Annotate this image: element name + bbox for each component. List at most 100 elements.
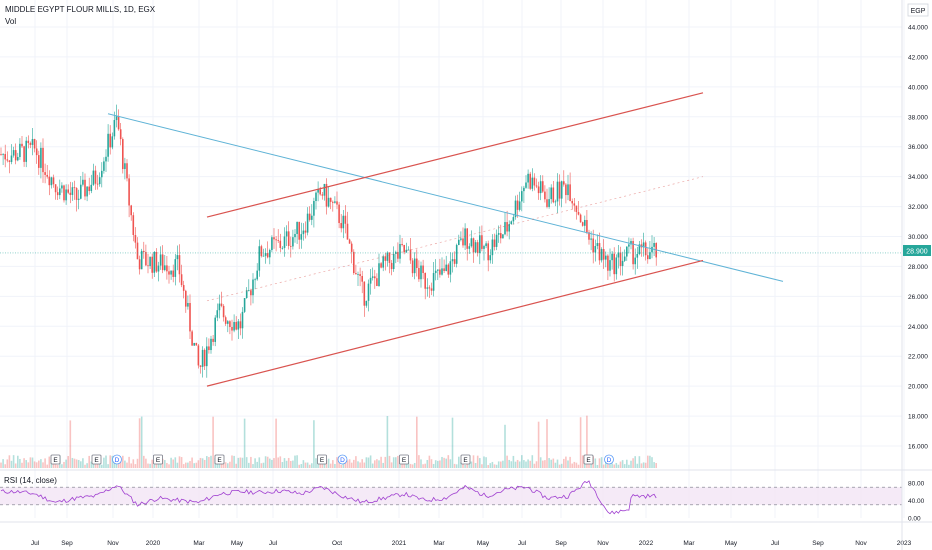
volume-bar xyxy=(140,416,143,468)
time-tick-label: Sep xyxy=(555,540,567,547)
dividend-marker-circle xyxy=(604,454,614,465)
volume-bar xyxy=(63,461,65,468)
candle-body xyxy=(430,288,433,291)
volume-bar xyxy=(476,455,479,468)
candle-body xyxy=(407,249,410,251)
dividend-marker[interactable]: D xyxy=(112,454,122,465)
candle-body xyxy=(109,133,111,148)
candle-body xyxy=(479,235,481,254)
earnings-marker[interactable]: E xyxy=(460,454,471,465)
volume-bar xyxy=(560,463,563,468)
candle-body xyxy=(546,199,548,207)
volume-bar xyxy=(367,457,370,468)
volume-bar xyxy=(203,459,206,468)
candle-body xyxy=(563,181,565,185)
volume-bar xyxy=(516,459,519,468)
volume-bar xyxy=(124,460,126,468)
volume-bar xyxy=(416,416,418,468)
candle-body xyxy=(300,234,303,240)
candle-body xyxy=(233,321,235,331)
volume-bar xyxy=(611,463,613,468)
candle-body xyxy=(472,238,475,253)
candle-body xyxy=(290,245,292,247)
volume-bar xyxy=(409,463,412,468)
candle-body xyxy=(75,188,78,200)
candle-body xyxy=(128,178,130,206)
price-tick-label: 16.000 xyxy=(908,444,928,451)
candle-body xyxy=(516,200,519,210)
candle-body xyxy=(552,187,555,203)
candle-body xyxy=(65,189,67,201)
candle-body xyxy=(607,255,609,271)
candle-body xyxy=(338,204,340,224)
earnings-marker[interactable]: E xyxy=(214,454,225,465)
volume-bar xyxy=(628,464,630,468)
earnings-marker[interactable]: E xyxy=(583,454,594,465)
volume-bar xyxy=(243,418,246,468)
candle-body xyxy=(594,246,597,253)
earnings-marker-box xyxy=(214,454,225,465)
volume-bar xyxy=(109,455,111,468)
volume-bar xyxy=(90,461,93,468)
price-tick-label: 34.000 xyxy=(908,174,928,181)
candle-body xyxy=(250,290,252,296)
candle-body xyxy=(605,255,607,260)
volume-bar xyxy=(101,464,103,468)
earnings-marker[interactable]: E xyxy=(50,454,61,465)
volume-bar xyxy=(579,417,582,468)
volume-bar xyxy=(94,461,97,468)
volume-bar xyxy=(329,463,332,468)
volume-bar xyxy=(626,459,628,468)
volume-bar xyxy=(71,457,74,468)
volume-bar xyxy=(489,463,492,468)
candle-body xyxy=(27,140,30,144)
volume-bar xyxy=(92,463,95,468)
dividend-marker[interactable]: D xyxy=(604,454,614,465)
candle-body xyxy=(455,244,458,264)
dividend-marker[interactable]: D xyxy=(337,454,348,465)
price-tick-label: 22.000 xyxy=(908,354,928,361)
volume-bar xyxy=(19,458,21,468)
candle-body xyxy=(458,239,460,245)
rsi-line xyxy=(0,480,657,515)
candle-body xyxy=(432,273,435,291)
time-tick-label: Nov xyxy=(597,540,609,547)
candle-body xyxy=(367,283,370,301)
candle-body xyxy=(111,136,114,148)
symbol-title[interactable]: MIDDLE EGYPT FLOUR MILLS, 1D, EGX xyxy=(5,5,156,14)
dividend-marker-circle xyxy=(337,454,348,465)
candle-body xyxy=(441,268,443,275)
earnings-marker[interactable]: E xyxy=(153,454,163,465)
rsi-tick-label: 0.00 xyxy=(908,516,921,523)
last-price-tag xyxy=(903,245,931,256)
price-tick-label: 30.000 xyxy=(908,234,928,241)
volume-bar xyxy=(539,457,542,468)
time-tick-label: Jul xyxy=(771,540,780,547)
candle-body xyxy=(153,252,156,273)
candle-body xyxy=(336,201,338,205)
candle-body xyxy=(40,147,42,168)
volume-bar xyxy=(107,464,109,468)
volume-bar xyxy=(168,464,170,468)
volume-bar xyxy=(460,462,462,468)
earnings-marker[interactable]: E xyxy=(317,454,327,465)
volume-bar xyxy=(153,464,156,468)
volume-bar xyxy=(229,461,231,468)
volume-bar xyxy=(500,461,502,468)
earnings-marker[interactable]: E xyxy=(91,454,102,465)
candle-body xyxy=(115,116,118,121)
volume-bar xyxy=(25,460,27,468)
volume-bar xyxy=(621,460,624,468)
volume-bar xyxy=(193,463,195,468)
volume-bar xyxy=(371,463,374,468)
candle-body xyxy=(168,271,170,275)
earnings-marker[interactable]: E xyxy=(399,454,409,465)
volume-bar xyxy=(388,455,391,468)
volume-bar xyxy=(290,460,292,468)
candle-body xyxy=(468,246,471,249)
earnings-marker-box xyxy=(50,454,61,465)
volume-bar xyxy=(550,459,552,468)
candle-body xyxy=(224,317,227,324)
